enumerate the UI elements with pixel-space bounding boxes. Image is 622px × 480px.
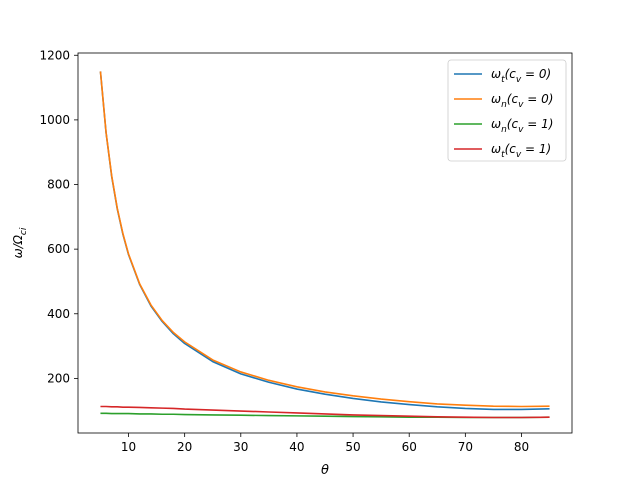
legend-label: ωt(cv = 1) [491, 142, 551, 160]
legend-label: ωt(cv = 0) [491, 67, 551, 85]
series-line-3 [100, 405, 550, 419]
y-tick-label: 200 [47, 371, 70, 385]
legend-label: ωn(cv = 1) [491, 117, 553, 135]
x-tick-label: 50 [345, 440, 360, 454]
x-tick-label: 70 [458, 440, 473, 454]
x-tick-label: 60 [402, 440, 417, 454]
legend-box [447, 59, 567, 162]
series-line-1 [99, 71, 550, 408]
x-tick-label: 10 [121, 440, 136, 454]
plot-frame [77, 52, 573, 434]
legend: ωt(cv = 0) ωn(cv = 0) ωn(cv = 1) ωt(cv = 1) [447, 59, 567, 162]
y-tick-label: 1000 [39, 113, 70, 127]
x-axis-label: θ [321, 463, 329, 478]
y-tick-label: 1200 [39, 48, 70, 62]
x-tick-label: 30 [233, 440, 248, 454]
x-tick-label: 40 [289, 440, 304, 454]
axes-layer: 10 20 30 40 50 60 70 80 200 400 600 800 1000 1200 [39, 48, 573, 454]
legend-label: ωn(cv = 0) [491, 92, 553, 110]
series-layer [99, 71, 550, 419]
y-tick-label: 400 [47, 307, 70, 321]
x-tick-label: 80 [514, 440, 529, 454]
y-axis-label: ω/Ωci [11, 227, 29, 258]
y-tick-label: 800 [47, 178, 70, 192]
y-tick-label: 600 [47, 242, 70, 256]
x-tick-label: 20 [177, 440, 192, 454]
